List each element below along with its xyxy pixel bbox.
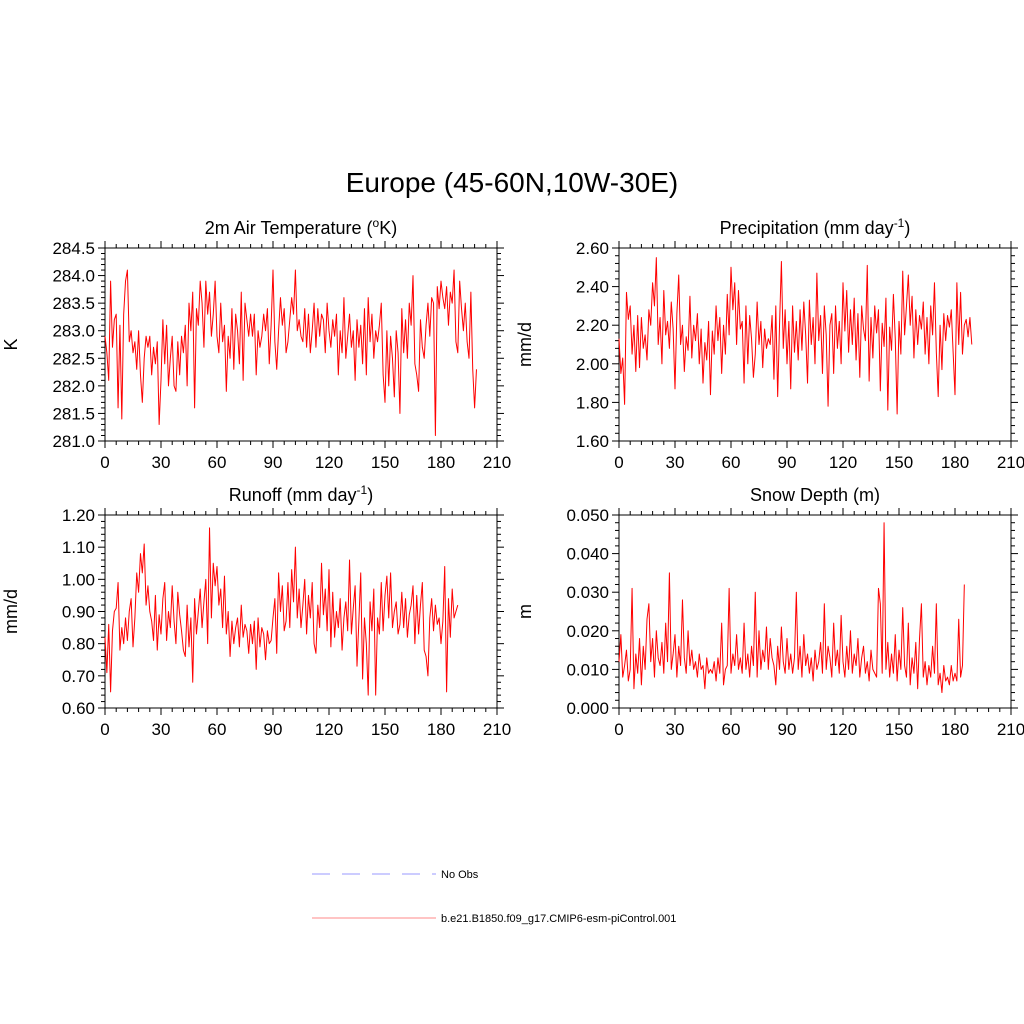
- panel-title-main: Runoff (mm day: [229, 485, 357, 505]
- x-tick-label: 90: [264, 720, 283, 739]
- x-tick-label: 180: [427, 720, 455, 739]
- plot-frame: [618, 514, 1012, 709]
- series-line: [618, 257, 973, 415]
- panel-title-sup: o: [373, 216, 380, 230]
- x-tick-label: 210: [997, 453, 1024, 472]
- panel-title: Runoff (mm day-1): [229, 483, 373, 505]
- y-tick-label: 2.20: [576, 316, 609, 335]
- x-tick-label: 60: [208, 453, 227, 472]
- panel-title-sup: -1: [357, 483, 368, 497]
- x-tick-label: 120: [829, 720, 857, 739]
- panel-title-post: K): [379, 218, 397, 238]
- y-axis-label: m: [515, 604, 535, 619]
- y-tick-label: 0.030: [566, 583, 609, 602]
- y-tick-label: 1.00: [62, 570, 95, 589]
- figure-title: Europe (45-60N,10W-30E): [346, 167, 679, 198]
- x-tick-label: 30: [666, 453, 685, 472]
- y-tick-label: 281.0: [52, 432, 95, 451]
- panel-title-main: Snow Depth (m): [750, 485, 880, 505]
- x-tick-label: 210: [997, 720, 1024, 739]
- y-tick-label: 2.00: [576, 355, 609, 374]
- y-tick-label: 1.20: [62, 506, 95, 525]
- y-axis-label: K: [1, 338, 21, 350]
- x-tick-label: 90: [264, 453, 283, 472]
- x-tick-label: 0: [614, 720, 623, 739]
- x-tick-label: 90: [778, 453, 797, 472]
- y-tick-label: 282.5: [52, 349, 95, 368]
- x-tick-label: 60: [722, 720, 741, 739]
- y-axis-label: mm/d: [515, 322, 535, 367]
- x-tick-label: 150: [371, 720, 399, 739]
- y-tick-label: 2.40: [576, 278, 609, 297]
- x-tick-label: 150: [885, 720, 913, 739]
- x-tick-label: 120: [829, 453, 857, 472]
- x-tick-label: 30: [152, 453, 171, 472]
- y-tick-label: 0.050: [566, 506, 609, 525]
- x-tick-label: 60: [722, 453, 741, 472]
- y-tick-label: 282.0: [52, 377, 95, 396]
- x-tick-label: 180: [941, 720, 969, 739]
- panel-title-main: 2m Air Temperature (: [205, 218, 373, 238]
- y-tick-label: 2.60: [576, 239, 609, 258]
- legend-label-2: b.e21.B1850.f09_g17.CMIP6-esm-piControl.…: [441, 913, 676, 925]
- x-tick-label: 180: [427, 453, 455, 472]
- y-tick-label: 1.80: [576, 393, 609, 412]
- y-tick-label: 1.10: [62, 538, 95, 557]
- legend: No Obs b.e21.B1850.f09_g17.CMIP6-esm-piCo…: [312, 869, 676, 925]
- y-tick-label: 0.010: [566, 660, 609, 679]
- panel-3: Runoff (mm day-1) mm/d 0 30 60 90 120 150 180 210…: [1, 483, 511, 739]
- panel-title: Precipitation (mm day-1): [720, 216, 911, 238]
- x-tick-label: 150: [371, 453, 399, 472]
- series-line: [618, 522, 965, 694]
- panel-2: Precipitation (mm day-1) mm/d 0 30 60 90 120 15…: [515, 216, 1024, 472]
- x-tick-label: 210: [483, 453, 511, 472]
- y-tick-label: 283.0: [52, 322, 95, 341]
- panel-title-sup: -1: [894, 216, 905, 230]
- y-tick-label: 0.000: [566, 699, 609, 718]
- y-tick-label: 0.70: [62, 667, 95, 686]
- x-tick-label: 0: [100, 453, 109, 472]
- y-tick-label: 0.020: [566, 622, 609, 641]
- x-tick-label: 210: [483, 720, 511, 739]
- series-line: [104, 527, 459, 696]
- panel-1: 2m Air Temperature (oK) K 0 30 60 90 120 150 180…: [1, 216, 511, 472]
- x-tick-label: 30: [666, 720, 685, 739]
- x-tick-label: 0: [100, 720, 109, 739]
- x-tick-label: 0: [614, 453, 623, 472]
- panels: 2m Air Temperature (oK) K 0 30 60 90 120 150 180…: [1, 216, 1024, 739]
- y-tick-label: 0.80: [62, 635, 95, 654]
- series-line: [104, 269, 477, 436]
- x-tick-label: 60: [208, 720, 227, 739]
- plot-frame: [104, 247, 498, 442]
- y-tick-label: 284.0: [52, 267, 95, 286]
- x-tick-label: 120: [315, 453, 343, 472]
- panel-title-post: ): [904, 218, 910, 238]
- x-tick-label: 90: [778, 720, 797, 739]
- panel-title: Snow Depth (m): [750, 485, 880, 505]
- x-tick-label: 120: [315, 720, 343, 739]
- y-tick-label: 1.60: [576, 432, 609, 451]
- plot-frame: [104, 514, 498, 709]
- y-tick-label: 0.90: [62, 603, 95, 622]
- y-axis-label: mm/d: [1, 589, 21, 634]
- x-tick-label: 30: [152, 720, 171, 739]
- x-tick-label: 180: [941, 453, 969, 472]
- panel-title-main: Precipitation (mm day: [720, 218, 894, 238]
- panel-4: Snow Depth (m) m 0 30 60 90 120 150 180 210 0.000 0…: [515, 485, 1024, 739]
- y-tick-label: 0.040: [566, 545, 609, 564]
- y-tick-label: 0.60: [62, 699, 95, 718]
- panel-title-post: ): [367, 485, 373, 505]
- x-tick-label: 150: [885, 453, 913, 472]
- y-tick-label: 284.5: [52, 239, 95, 258]
- y-tick-label: 281.5: [52, 404, 95, 423]
- legend-label-1: No Obs: [441, 869, 479, 881]
- panel-title: 2m Air Temperature (oK): [205, 216, 397, 238]
- y-tick-label: 283.5: [52, 294, 95, 313]
